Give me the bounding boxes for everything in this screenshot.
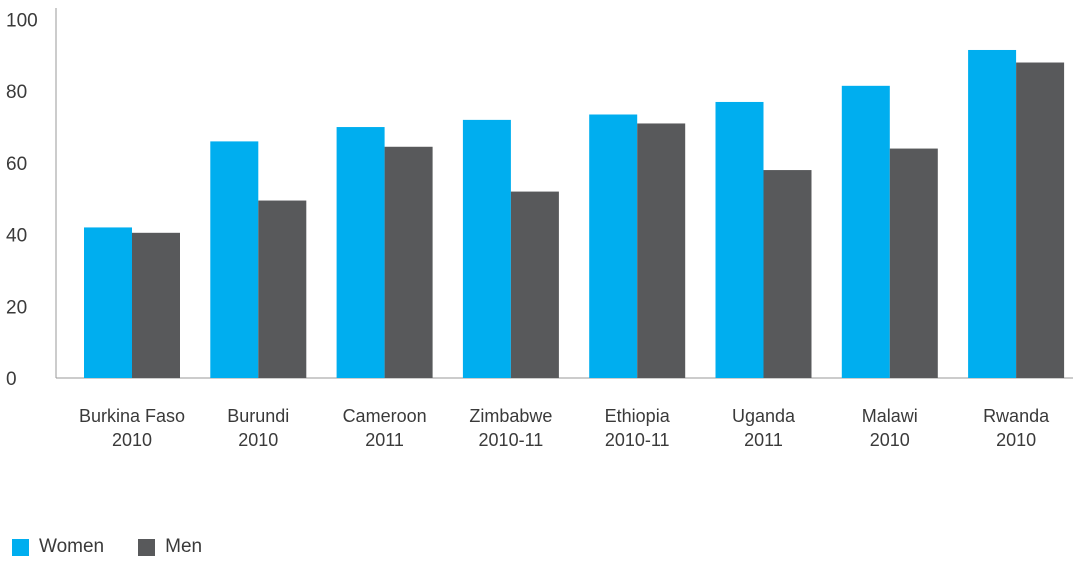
bar-women-2 [336,127,385,378]
x-category-label: Cameroon 2011 [343,406,427,450]
bar-men-3 [510,191,559,378]
x-category-label: Uganda 2011 [732,406,796,450]
bar-women-6 [841,85,890,378]
legend-item-men: Men [138,536,202,558]
legend-swatch-men [138,538,156,556]
bar-women-1 [210,141,259,378]
x-category-label: Rwanda 2010 [983,406,1050,450]
legend: Women Men [12,536,202,558]
y-tick-label: 60 [6,154,27,175]
y-tick-label: 40 [6,226,27,247]
bar-women-4 [589,114,638,378]
bar-women-7 [968,49,1017,378]
category-labels: Burkina Faso 2010 Burundi 2010 Cameroon 2011 Z… [79,406,1050,450]
bar-men-2 [384,146,433,378]
x-category-label: Burundi 2010 [227,406,289,450]
legend-label-women: Women [39,536,105,557]
legend-item-women: Women [12,536,104,558]
x-category-label: Ethiopia 2010-11 [605,406,671,450]
bar-women-0 [84,227,132,378]
y-tick-label: 20 [6,297,27,318]
y-tick-label: 80 [6,82,27,103]
y-tick-label: 0 [6,369,17,390]
bar-men-7 [1016,62,1065,379]
bar-men-6 [889,148,938,378]
bars [84,49,1065,379]
bar-men-5 [763,170,812,378]
bar-men-0 [132,232,180,378]
bar-women-5 [715,101,764,378]
bar-women-3 [462,119,511,378]
y-tick-label: 100 [6,11,38,32]
bar-men-4 [637,123,686,378]
x-category-label: Zimbabwe 2010-11 [469,406,552,450]
legend-swatch-women [12,538,29,556]
x-category-label: Malawi 2010 [862,406,918,450]
x-category-label: Burkina Faso 2010 [79,406,185,450]
bar-men-1 [258,200,307,378]
legend-label-men: Men [165,536,203,557]
